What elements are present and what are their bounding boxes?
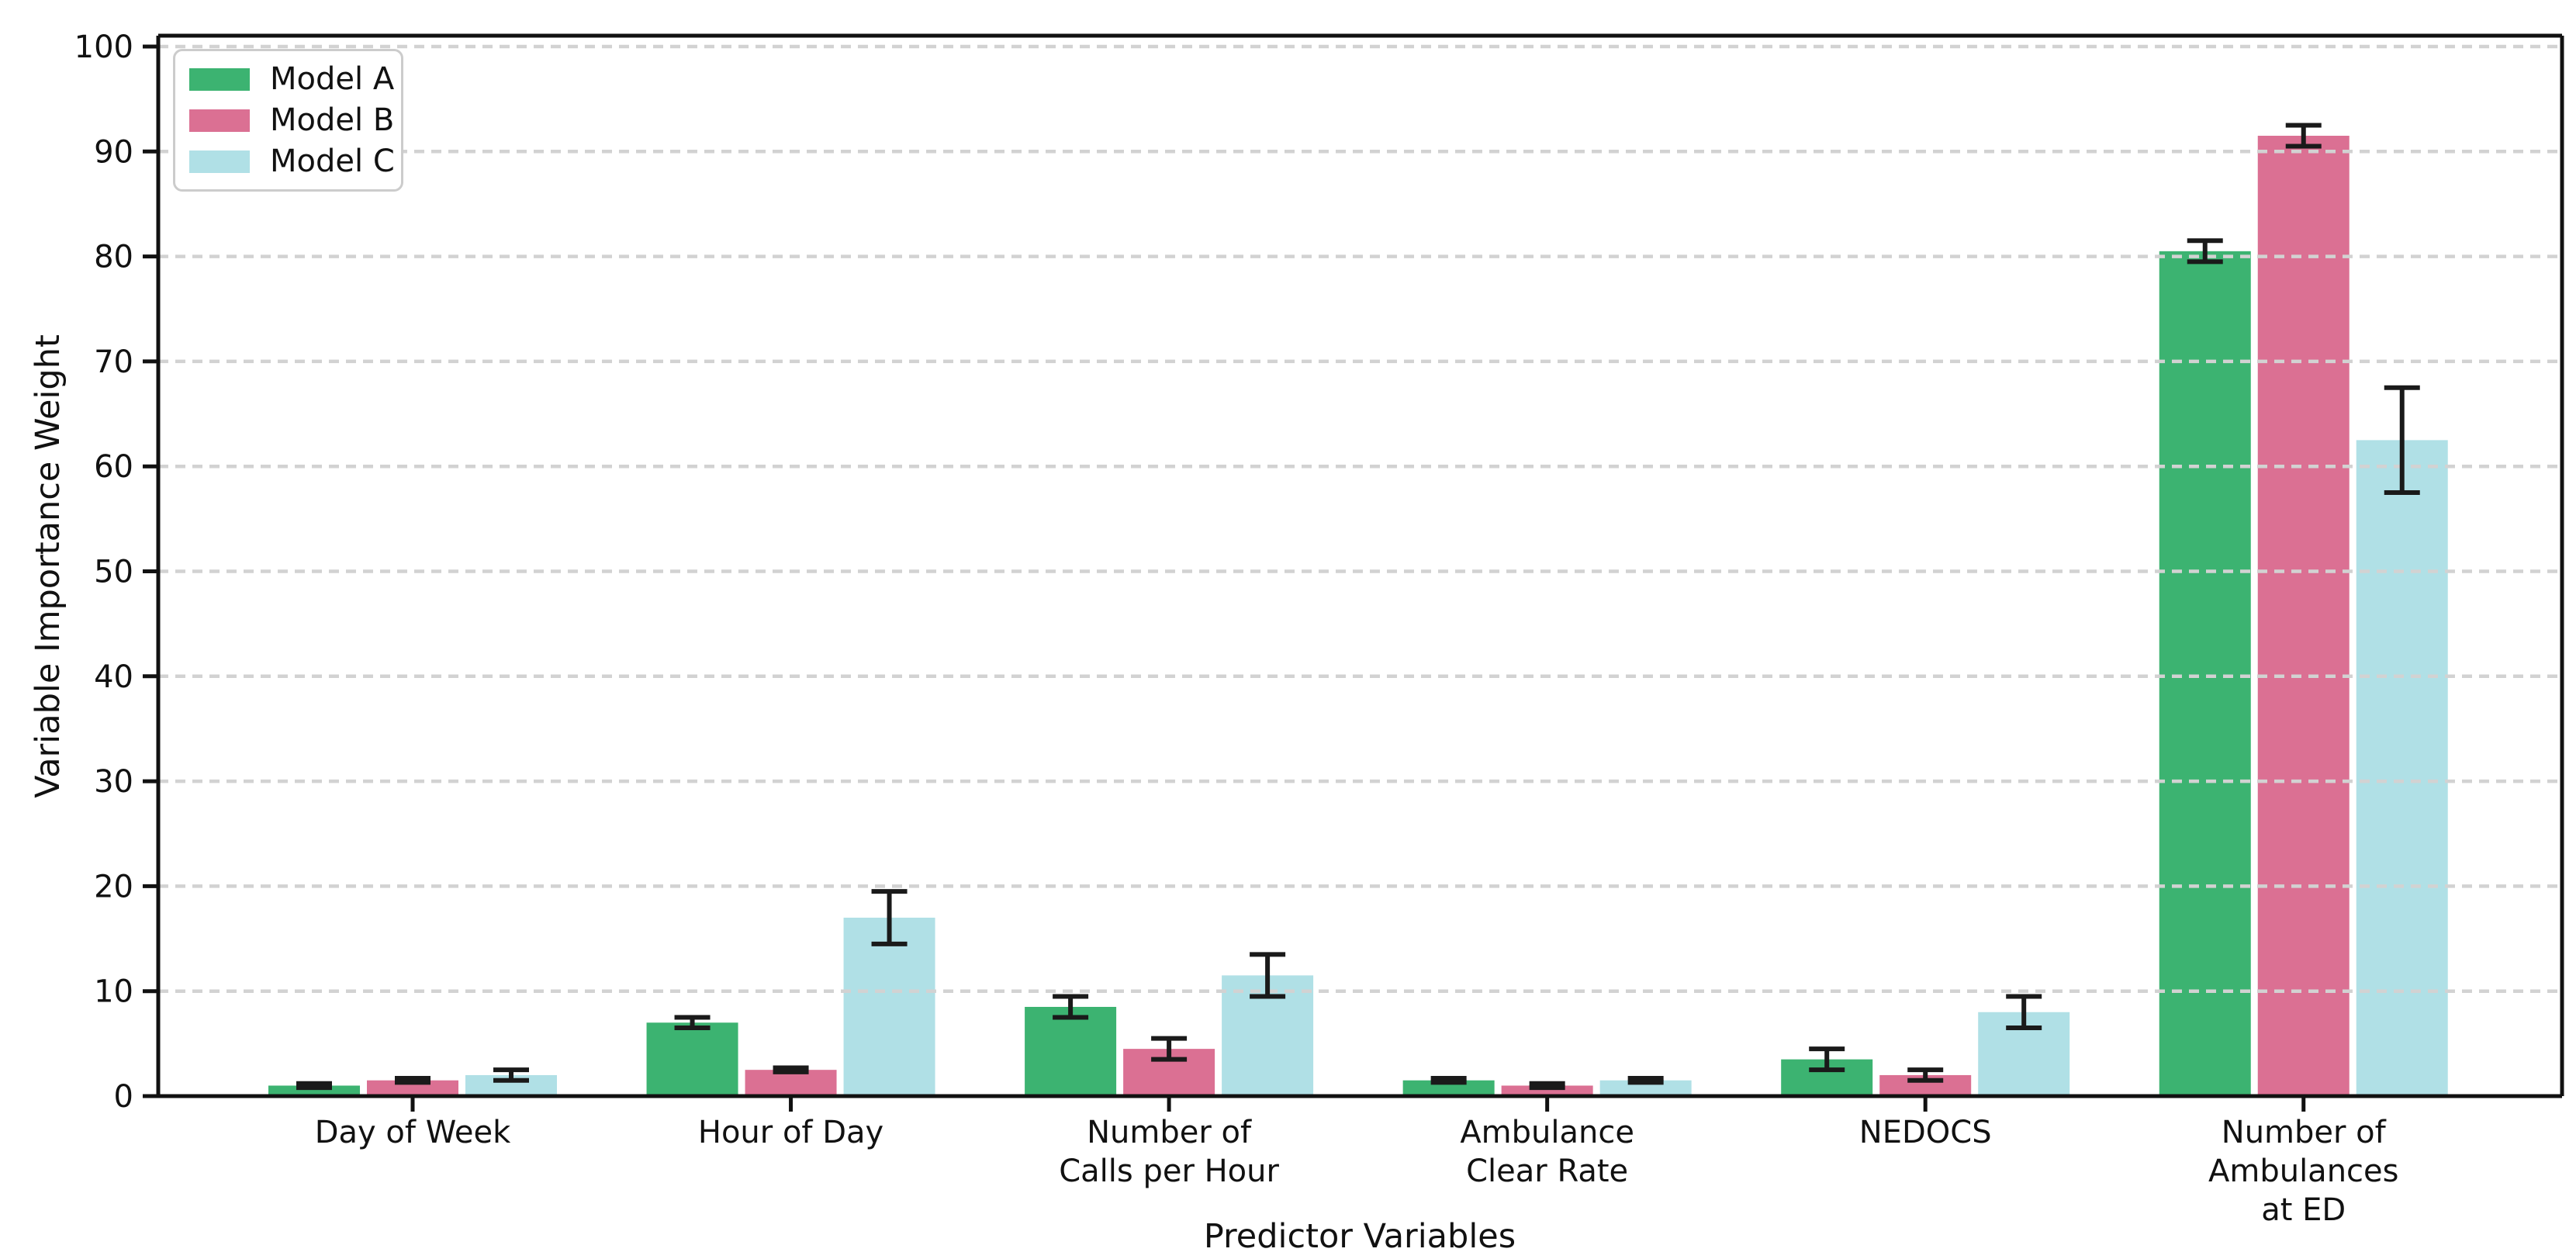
model-a-swatch-icon: [189, 67, 250, 91]
x-tick-label-cat1-line0: Hour of Day: [698, 1115, 883, 1150]
x-tick-label-cat4-line0: NEDOCS: [1859, 1115, 1992, 1150]
legend: Model A Model B Model C: [173, 49, 403, 192]
bar-model-a-cat0: [268, 1085, 360, 1096]
y-tick-label-0: 0: [114, 1079, 133, 1115]
bar-model-a-cat1: [646, 1022, 738, 1096]
y-tick-label-30: 30: [94, 764, 133, 800]
axes-layer: [143, 33, 2564, 1112]
model-c-swatch-icon: [189, 150, 250, 173]
y-tick-label-100: 100: [74, 29, 133, 65]
legend-item-model-a: Model A: [189, 64, 401, 95]
tick-labels-layer: 0 10 20 30 40 50 60 70 80 90 100 Day of Week Hour of…: [74, 29, 2399, 1228]
bar-model-b-cat0: [367, 1080, 458, 1096]
y-tick-label-10: 10: [94, 974, 133, 1010]
bar-model-c-cat3: [1599, 1080, 1692, 1096]
y-tick-label-60: 60: [94, 449, 133, 485]
x-tick-label-cat2-line0: Number of: [1087, 1115, 1252, 1150]
y-tick-label-90: 90: [94, 134, 133, 170]
y-tick-label-20: 20: [94, 869, 133, 904]
legend-item-model-b: Model B: [189, 105, 401, 136]
bar-model-a-cat3: [1402, 1080, 1495, 1096]
x-tick-label-cat5-line0: Number of: [2222, 1115, 2387, 1150]
legend-label-model-a: Model A: [270, 61, 395, 97]
legend-label-model-b: Model B: [270, 102, 395, 138]
bar-model-c-cat5: [2356, 440, 2448, 1096]
grid-layer: [158, 44, 2562, 993]
bar-model-a-cat5: [2159, 251, 2251, 1097]
bar-model-b-cat5: [2257, 136, 2350, 1096]
x-axis-title: Predictor Variables: [1204, 1217, 1516, 1256]
x-tick-label-cat5-line2: at ED: [2261, 1192, 2346, 1228]
model-b-swatch-icon: [189, 109, 250, 132]
x-tick-label-cat0-line0: Day of Week: [315, 1115, 511, 1150]
bars-layer: [268, 136, 2448, 1097]
bar-model-a-cat2: [1025, 1006, 1117, 1096]
x-tick-label-cat3-line0: Ambulance: [1460, 1115, 1634, 1150]
y-axis-title: Variable Importance Weight: [29, 334, 67, 798]
x-tick-label-cat3-line1: Clear Rate: [1466, 1154, 1628, 1189]
y-tick-label-70: 70: [94, 344, 133, 380]
x-tick-label-cat5-line1: Ambulances: [2208, 1154, 2399, 1189]
x-tick-label-cat2-line1: Calls per Hour: [1059, 1154, 1279, 1189]
error-bars-layer: [296, 123, 2420, 1091]
y-tick-label-50: 50: [94, 555, 133, 590]
y-tick-label-80: 80: [94, 240, 133, 275]
y-tick-label-40: 40: [94, 659, 133, 695]
legend-item-model-c: Model C: [189, 146, 401, 177]
bar-model-b-cat3: [1501, 1085, 1593, 1096]
legend-label-model-c: Model C: [270, 144, 395, 179]
bar-model-c-cat1: [843, 917, 935, 1096]
